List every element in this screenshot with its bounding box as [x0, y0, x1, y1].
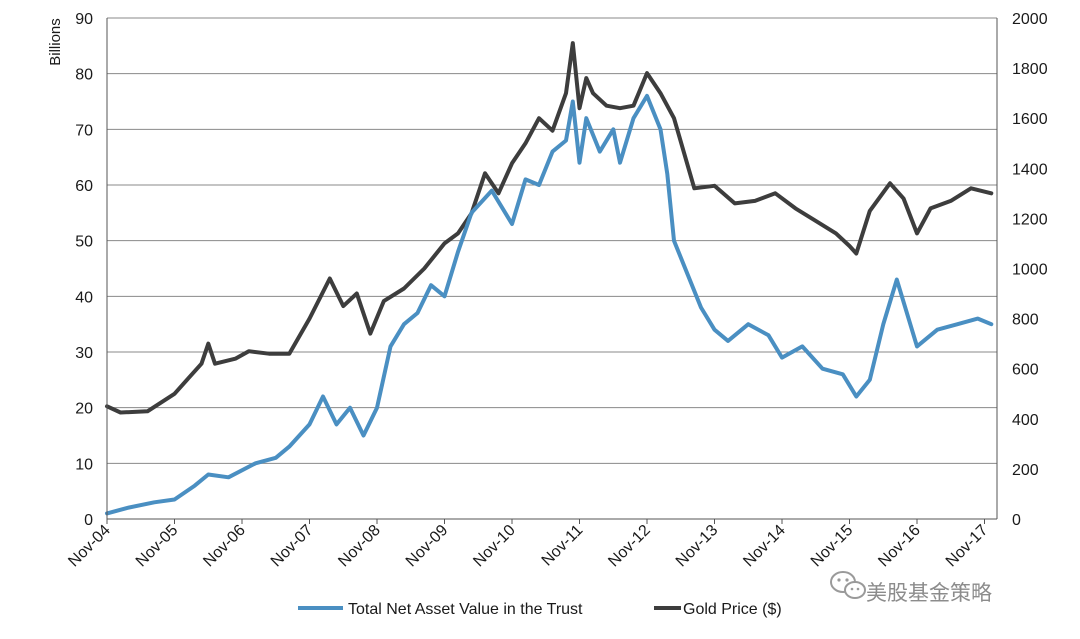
- y2-tick-label: 1000: [1012, 262, 1048, 279]
- wechat-icon: [830, 571, 866, 599]
- y-tick-label: 10: [75, 456, 93, 473]
- y2-tick-label: 600: [1012, 362, 1039, 379]
- y-tick-label: 90: [75, 11, 93, 28]
- gridlines: [107, 17, 997, 464]
- x-tick-label: Nov-14: [740, 522, 789, 571]
- x-tick-label: Nov-15: [808, 522, 857, 571]
- y-tick-label: 40: [75, 289, 93, 306]
- x-tick-label: Nov-13: [673, 522, 722, 571]
- y-tick-label: 60: [75, 178, 93, 195]
- series-line: [105, 41, 994, 415]
- y2-tick-label: 0: [1012, 512, 1021, 529]
- y2-tick-label: 800: [1012, 312, 1039, 329]
- y2-tick-label: 1400: [1012, 161, 1048, 178]
- x-axis-ticks: Nov-04 Nov-05 Nov-06 Nov-07 Nov-08 Nov-09 Nov-…: [65, 519, 991, 570]
- y-tick-label: 30: [75, 345, 93, 362]
- legend: Total Net Asset Value in the Trust Gold P…: [298, 601, 782, 618]
- y-axis-label: Billions: [47, 18, 64, 66]
- legend-label: Gold Price ($): [683, 601, 782, 618]
- x-tick-label: Nov-04: [65, 522, 114, 571]
- legend-label: Total Net Asset Value in the Trust: [348, 601, 583, 618]
- y-tick-label: 20: [75, 401, 93, 418]
- y-tick-label: 0: [84, 512, 93, 529]
- y-tick-label: 70: [75, 122, 93, 139]
- y2-tick-label: 200: [1012, 462, 1039, 479]
- left-axis-ticks: 0 10 20 30 40 50 60 70 80 90: [75, 11, 93, 529]
- y-tick-label: 50: [75, 234, 93, 251]
- watermark-text: 美股基金策略: [866, 581, 992, 605]
- right-axis-ticks: 0 200 400 600 800 1000 1200 1400 1600 1800 2000: [1012, 11, 1048, 529]
- x-tick-label: Nov-05: [133, 522, 182, 571]
- y-tick-label: 80: [75, 67, 93, 84]
- x-tick-label: Nov-09: [403, 522, 452, 571]
- plot-frame: [106, 18, 998, 520]
- x-tick-label: Nov-07: [268, 522, 317, 571]
- series-line: [105, 93, 994, 516]
- x-tick-label: Nov-10: [470, 522, 519, 571]
- y2-tick-label: 400: [1012, 412, 1039, 429]
- x-tick-label: Nov-17: [943, 522, 992, 571]
- watermark: 美股基金策略: [830, 571, 992, 605]
- y2-tick-label: 2000: [1012, 11, 1048, 28]
- x-tick-label: Nov-12: [605, 522, 654, 571]
- x-tick-label: Nov-16: [875, 522, 924, 571]
- y2-tick-label: 1600: [1012, 111, 1048, 128]
- y2-tick-label: 1200: [1012, 211, 1048, 228]
- series-lines: [105, 41, 994, 516]
- x-tick-label: Nov-06: [200, 522, 249, 571]
- y2-tick-label: 1800: [1012, 61, 1048, 78]
- x-tick-label: Nov-11: [539, 522, 587, 570]
- x-tick-label: Nov-08: [335, 522, 384, 571]
